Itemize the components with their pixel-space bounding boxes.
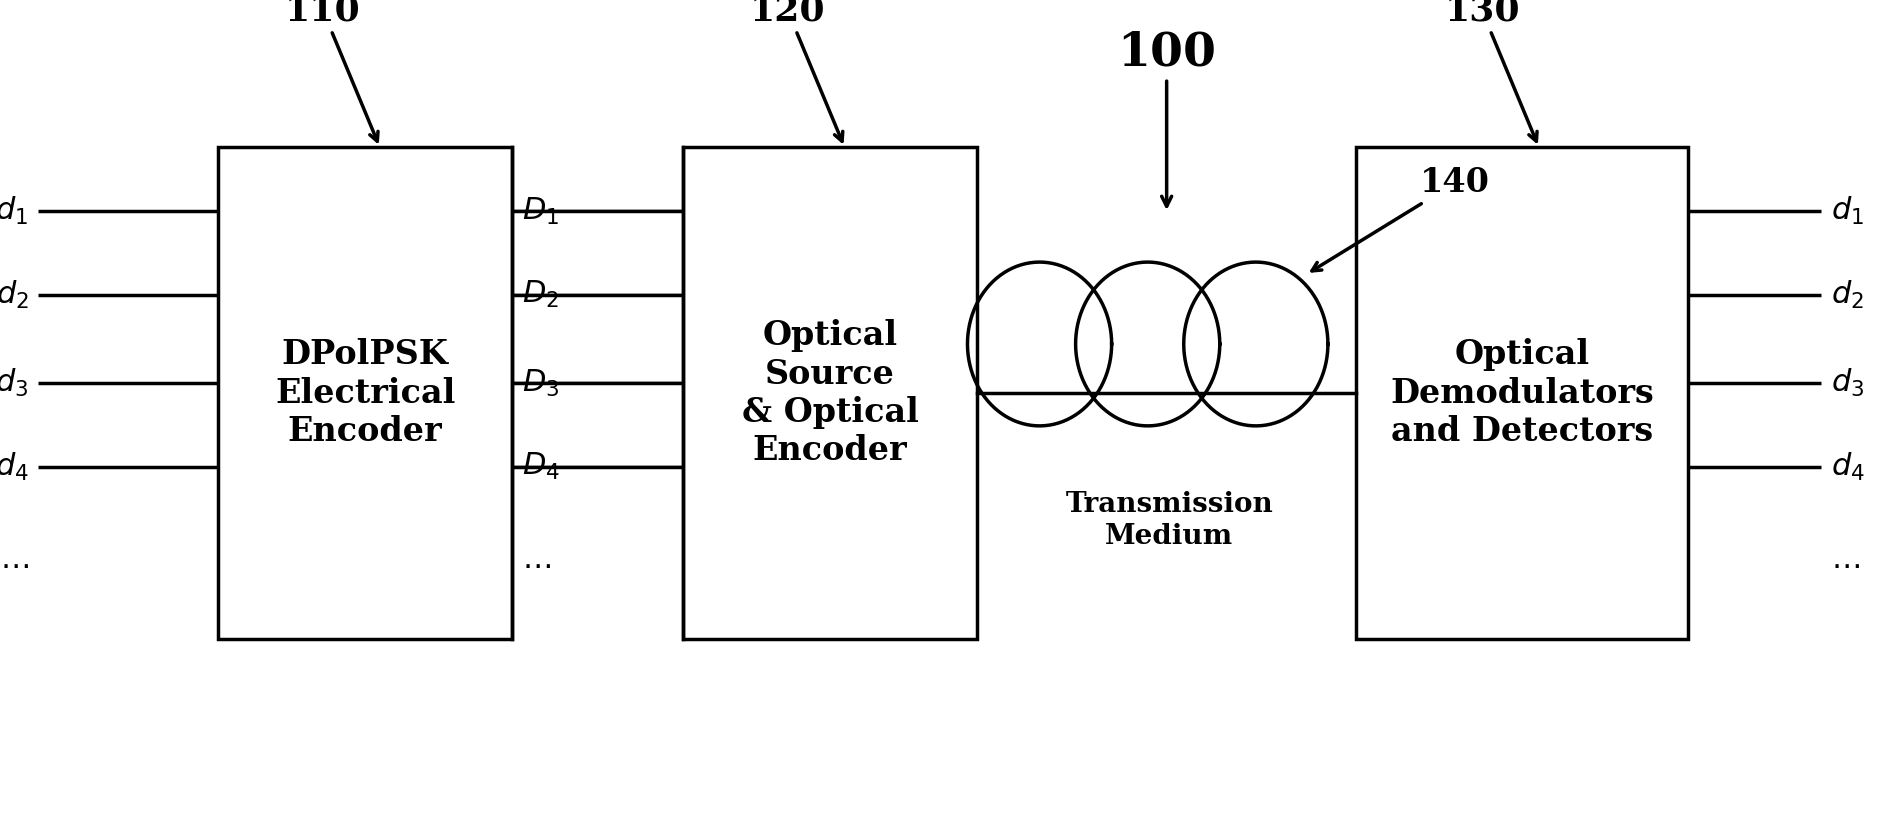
Text: $d_1$: $d_1$ — [0, 195, 28, 228]
Text: $D_3$: $D_3$ — [522, 368, 560, 399]
Bar — [683, 147, 977, 639]
Text: 120: 120 — [749, 0, 842, 141]
Text: $\cdots$: $\cdots$ — [0, 550, 28, 581]
Text: Optical
Demodulators
and Detectors: Optical Demodulators and Detectors — [1391, 338, 1654, 448]
Text: $d_2$: $d_2$ — [1831, 278, 1863, 311]
Text: 100: 100 — [1117, 29, 1216, 206]
Text: Transmission
Medium: Transmission Medium — [1066, 491, 1273, 550]
Text: $\cdots$: $\cdots$ — [522, 550, 550, 581]
Text: 110: 110 — [285, 0, 378, 141]
Text: $d_3$: $d_3$ — [1831, 367, 1865, 400]
Bar — [218, 147, 512, 639]
Text: DPolPSK
Electrical
Encoder: DPolPSK Electrical Encoder — [275, 338, 455, 448]
Bar — [1356, 147, 1688, 639]
Text: $D_4$: $D_4$ — [522, 451, 560, 482]
Text: $d_3$: $d_3$ — [0, 367, 28, 400]
Text: $D_2$: $D_2$ — [522, 279, 558, 310]
Text: $d_2$: $d_2$ — [0, 278, 28, 311]
Text: $D_1$: $D_1$ — [522, 196, 560, 227]
Text: $d_1$: $d_1$ — [1831, 195, 1863, 228]
Text: 140: 140 — [1313, 166, 1491, 271]
Text: $d_4$: $d_4$ — [0, 450, 28, 483]
Text: $\cdots$: $\cdots$ — [1831, 550, 1859, 581]
Text: $d_4$: $d_4$ — [1831, 450, 1865, 483]
Text: 130: 130 — [1444, 0, 1537, 141]
Text: Optical
Source
& Optical
Encoder: Optical Source & Optical Encoder — [742, 319, 918, 467]
